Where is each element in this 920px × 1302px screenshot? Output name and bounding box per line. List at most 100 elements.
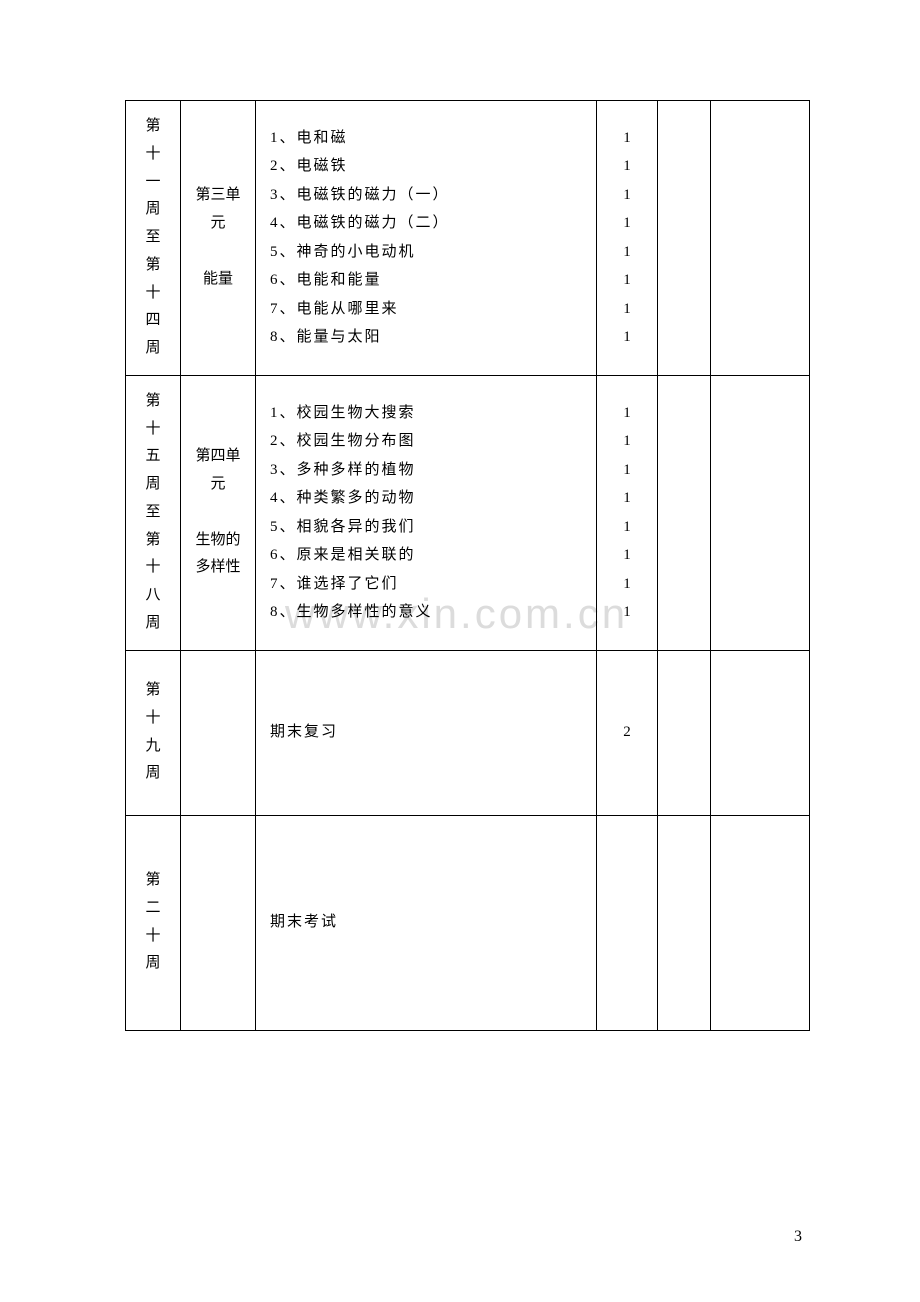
week-char: 十 [134, 141, 172, 169]
week-char: 周 [134, 760, 172, 788]
unit-cell: 第四单 元 生物的 多样性 [181, 375, 256, 650]
hours-item: 1 [605, 598, 649, 627]
hours-item: 1 [605, 152, 649, 181]
content-item: 4、种类繁多的动物 [270, 484, 588, 513]
unit-line: 生物的 [189, 527, 247, 555]
hours-item: 1 [605, 570, 649, 599]
empty-cell [711, 650, 810, 815]
content-item: 3、多种多样的植物 [270, 456, 588, 485]
week-char: 十 [134, 705, 172, 733]
hours-item: 1 [605, 266, 649, 295]
content-item: 8、生物多样性的意义 [270, 598, 588, 627]
unit-line: 能量 [189, 266, 247, 294]
week-char: 一 [134, 169, 172, 197]
week-char: 周 [134, 196, 172, 224]
content-item: 3、电磁铁的磁力（一） [270, 181, 588, 210]
week-char: 四 [134, 307, 172, 335]
hours-cell: 1 1 1 1 1 1 1 1 [597, 101, 658, 376]
content-item: 4、电磁铁的磁力（二） [270, 209, 588, 238]
week-char: 周 [134, 950, 172, 978]
table-row: 第 二 十 周 期末考试 [126, 815, 810, 1030]
hours-item: 1 [605, 427, 649, 456]
week-char: 第 [134, 527, 172, 555]
unit-line: 第四单 [189, 443, 247, 471]
week-char: 二 [134, 895, 172, 923]
content-item: 8、能量与太阳 [270, 323, 588, 352]
page-number: 3 [794, 1228, 802, 1246]
unit-line: 第三单 [189, 182, 247, 210]
content-item: 期末考试 [270, 908, 588, 937]
week-char: 十 [134, 416, 172, 444]
week-char: 第 [134, 867, 172, 895]
week-char: 第 [134, 252, 172, 280]
hours-item: 1 [605, 513, 649, 542]
week-char: 九 [134, 733, 172, 761]
week-char: 十 [134, 554, 172, 582]
unit-line: 元 [189, 471, 247, 499]
hours-item: 1 [605, 323, 649, 352]
content-item: 6、原来是相关联的 [270, 541, 588, 570]
content-item: 1、校园生物大搜索 [270, 399, 588, 428]
week-char: 周 [134, 471, 172, 499]
week-cell: 第 十 九 周 [126, 650, 181, 815]
hours-item: 1 [605, 209, 649, 238]
unit-cell [181, 815, 256, 1030]
week-cell: 第 十 五 周 至 第 十 八 周 [126, 375, 181, 650]
content-item: 7、电能从哪里来 [270, 295, 588, 324]
content-cell: 期末考试 [256, 815, 597, 1030]
content-item: 5、神奇的小电动机 [270, 238, 588, 267]
hours-item: 1 [605, 181, 649, 210]
hours-item: 1 [605, 456, 649, 485]
unit-line: 多样性 [189, 554, 247, 582]
week-char: 八 [134, 582, 172, 610]
hours-cell [597, 815, 658, 1030]
content-cell: 1、电和磁 2、电磁铁 3、电磁铁的磁力（一） 4、电磁铁的磁力（二） 5、神奇… [256, 101, 597, 376]
content-item: 5、相貌各异的我们 [270, 513, 588, 542]
unit-cell [181, 650, 256, 815]
content-item: 期末复习 [270, 718, 588, 747]
hours-cell: 2 [597, 650, 658, 815]
hours-item: 1 [605, 541, 649, 570]
empty-cell [658, 101, 711, 376]
empty-cell [711, 815, 810, 1030]
unit-cell: 第三单 元 能量 [181, 101, 256, 376]
week-char: 周 [134, 610, 172, 638]
week-char: 十 [134, 923, 172, 951]
week-char: 第 [134, 388, 172, 416]
empty-cell [658, 650, 711, 815]
schedule-table: 第 十 一 周 至 第 十 四 周 第三单 元 能量 1、电和磁 2、电磁铁 3… [125, 100, 810, 1031]
empty-cell [711, 101, 810, 376]
week-char: 十 [134, 280, 172, 308]
content-item: 6、电能和能量 [270, 266, 588, 295]
unit-line [189, 499, 247, 527]
unit-line [189, 238, 247, 266]
week-char: 第 [134, 113, 172, 141]
week-char: 至 [134, 499, 172, 527]
content-cell: 1、校园生物大搜索 2、校园生物分布图 3、多种多样的植物 4、种类繁多的动物 … [256, 375, 597, 650]
week-char: 至 [134, 224, 172, 252]
week-char: 周 [134, 335, 172, 363]
content-item: 2、电磁铁 [270, 152, 588, 181]
content-item: 1、电和磁 [270, 124, 588, 153]
table-row: 第 十 一 周 至 第 十 四 周 第三单 元 能量 1、电和磁 2、电磁铁 3… [126, 101, 810, 376]
hours-item: 1 [605, 295, 649, 324]
content-cell: 期末复习 [256, 650, 597, 815]
hours-item: 1 [605, 238, 649, 267]
table-row: 第 十 九 周 期末复习 2 [126, 650, 810, 815]
table-row: 第 十 五 周 至 第 十 八 周 第四单 元 生物的 多样性 1、校园生物大搜… [126, 375, 810, 650]
empty-cell [711, 375, 810, 650]
week-char: 五 [134, 443, 172, 471]
content-item: 2、校园生物分布图 [270, 427, 588, 456]
hours-cell: 1 1 1 1 1 1 1 1 [597, 375, 658, 650]
empty-cell [658, 815, 711, 1030]
empty-cell [658, 375, 711, 650]
hours-item: 2 [605, 718, 649, 747]
hours-item: 1 [605, 124, 649, 153]
week-cell: 第 十 一 周 至 第 十 四 周 [126, 101, 181, 376]
content-item: 7、谁选择了它们 [270, 570, 588, 599]
unit-line: 元 [189, 210, 247, 238]
week-char: 第 [134, 677, 172, 705]
week-cell: 第 二 十 周 [126, 815, 181, 1030]
hours-item: 1 [605, 484, 649, 513]
hours-item: 1 [605, 399, 649, 428]
